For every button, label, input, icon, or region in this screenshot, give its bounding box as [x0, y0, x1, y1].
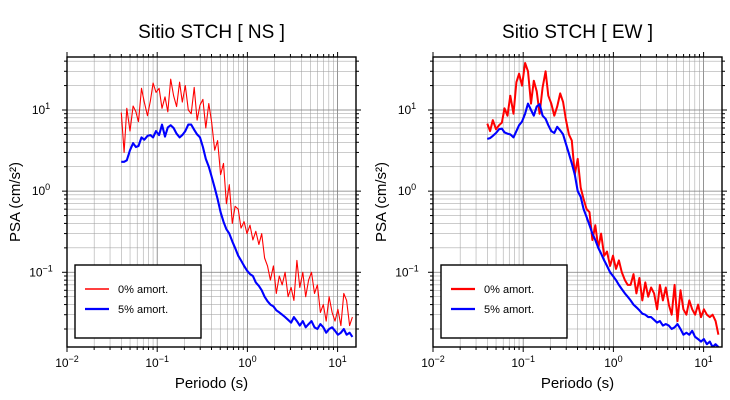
chart-title: Sitio STCH [ NS ] [138, 22, 285, 43]
series-layer [120, 78, 354, 338]
x-tick-label: 101 [694, 354, 712, 370]
x-tick-label: 10−2 [421, 354, 445, 370]
x-tick-labels: 10−2 10−1 100 101 [55, 354, 347, 370]
legend-box [440, 264, 568, 339]
chart-panel-ew: 10−2 10−1 100 101 10−1 100 101 Sitio STCH [ E… [373, 22, 727, 392]
y-tick-label: 100 [32, 182, 50, 198]
y-tick-label: 100 [398, 182, 416, 198]
legend: 0% amort. 5% amort. [440, 264, 568, 339]
y-tick-labels: 10−1 100 101 [29, 101, 53, 279]
legend: 0% amort. 5% amort. [74, 264, 202, 339]
tick-marks [428, 52, 727, 352]
x-tick-label: 10−2 [55, 354, 79, 370]
series-line-5-damping [487, 102, 720, 347]
x-tick-labels: 10−2 10−1 100 101 [421, 354, 713, 370]
legend-box [74, 264, 202, 339]
series-line-0-damping [120, 78, 353, 327]
x-tick-label: 100 [604, 354, 622, 370]
chart-title: Sitio STCH [ EW ] [502, 22, 653, 43]
series-layer [486, 62, 720, 347]
y-tick-label: 10−1 [29, 263, 53, 279]
tick-marks [62, 52, 361, 352]
x-tick-label: 101 [328, 354, 346, 370]
x-axis-label: Periodo (s) [541, 375, 614, 392]
x-tick-label: 10−1 [511, 354, 535, 370]
legend-label-5-damping: 5% amort. [484, 304, 534, 316]
x-tick-label: 100 [238, 354, 256, 370]
chart-panel-ns: 10−2 10−1 100 101 10−1 100 101 Sitio STCH [ N… [7, 22, 361, 392]
y-axis-label: PSA (cm/s²) [373, 162, 390, 242]
y-axis-label: PSA (cm/s²) [7, 162, 24, 242]
legend-label-5-damping: 5% amort. [118, 304, 168, 316]
y-tick-labels: 10−1 100 101 [395, 101, 419, 279]
x-axis-label: Periodo (s) [175, 375, 248, 392]
y-tick-label: 101 [32, 101, 50, 117]
y-tick-label: 10−1 [395, 263, 419, 279]
series-line-5-damping [121, 123, 354, 338]
x-tick-label: 10−1 [145, 354, 169, 370]
legend-label-0-damping: 0% amort. [484, 284, 534, 296]
legend-label-0-damping: 0% amort. [118, 284, 168, 296]
y-tick-label: 101 [398, 101, 416, 117]
series-line-0-damping [486, 62, 720, 335]
